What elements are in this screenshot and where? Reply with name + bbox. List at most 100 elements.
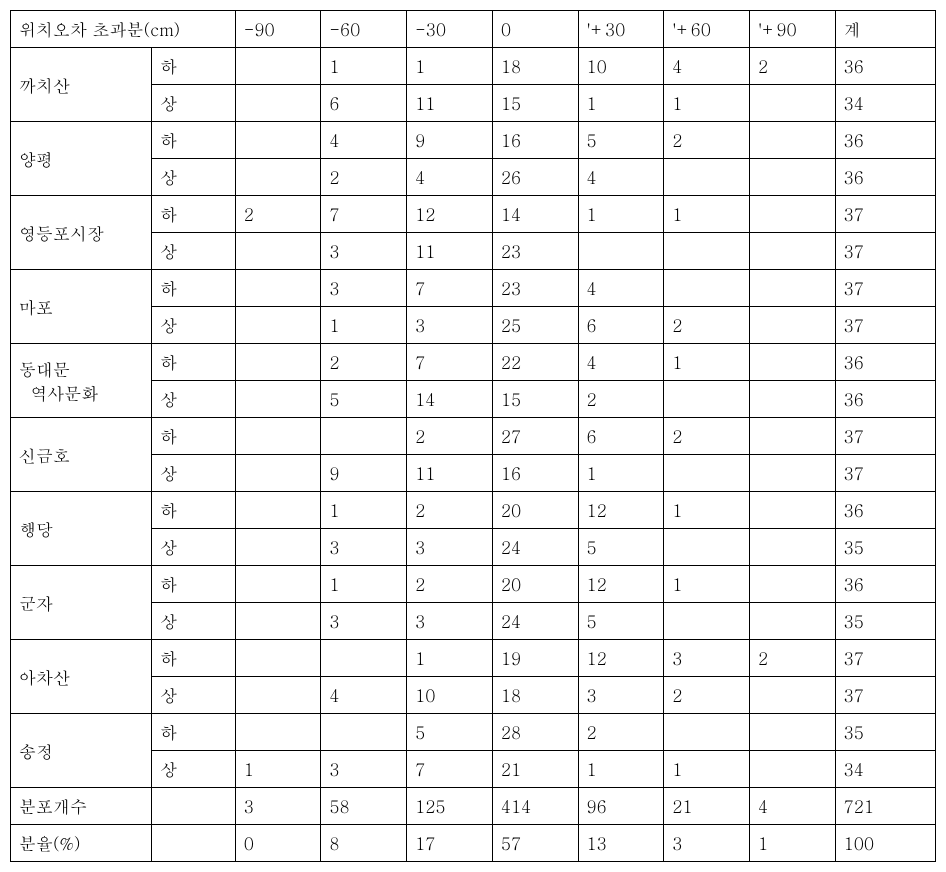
data-cell: 22: [492, 344, 578, 381]
summary-row: 분포개수35812541496214721: [11, 788, 936, 825]
data-cell: 15: [492, 85, 578, 122]
direction-label: 상: [152, 159, 236, 196]
direction-label: 하: [152, 196, 236, 233]
data-cell: 1: [664, 344, 750, 381]
direction-label: 하: [152, 418, 236, 455]
data-cell: 1: [664, 85, 750, 122]
summary-cell: 13: [578, 825, 664, 862]
data-cell: 20: [492, 492, 578, 529]
data-cell: 4: [321, 122, 407, 159]
data-cell: 11: [407, 233, 493, 270]
data-cell: [235, 270, 321, 307]
summary-cell: 1: [749, 825, 835, 862]
data-cell: 11: [407, 455, 493, 492]
direction-label: 상: [152, 381, 236, 418]
summary-cell: 17: [407, 825, 493, 862]
data-cell: 2: [407, 566, 493, 603]
data-cell: 15: [492, 381, 578, 418]
data-cell: [235, 159, 321, 196]
data-cell: 6: [578, 418, 664, 455]
data-cell: [664, 529, 750, 566]
header-col: '+60: [664, 11, 750, 48]
data-cell: [235, 529, 321, 566]
data-cell: 16: [492, 455, 578, 492]
data-cell: 12: [578, 640, 664, 677]
data-cell: [749, 492, 835, 529]
position-error-table: 위치오차 초과분(cm) -90 -60 -30 0 '+30 '+60 '+9…: [10, 10, 936, 862]
data-cell: 7: [321, 196, 407, 233]
data-cell: 6: [578, 307, 664, 344]
data-cell: 37: [835, 270, 935, 307]
data-cell: [749, 418, 835, 455]
direction-label: 상: [152, 233, 236, 270]
station-name: 영등포시장: [11, 196, 152, 270]
data-cell: 1: [321, 307, 407, 344]
data-cell: [749, 196, 835, 233]
data-cell: 36: [835, 344, 935, 381]
station-row: 신금호하2276237: [11, 418, 936, 455]
data-cell: 5: [321, 381, 407, 418]
data-cell: 4: [578, 344, 664, 381]
data-cell: 26: [492, 159, 578, 196]
data-cell: [321, 418, 407, 455]
data-cell: 36: [835, 381, 935, 418]
data-cell: 2: [578, 714, 664, 751]
summary-cell: 721: [835, 788, 935, 825]
data-cell: 12: [407, 196, 493, 233]
data-cell: [749, 381, 835, 418]
station-row: 행당하122012136: [11, 492, 936, 529]
data-cell: 3: [321, 603, 407, 640]
data-cell: 2: [578, 381, 664, 418]
summary-cell: [152, 788, 236, 825]
data-cell: 14: [492, 196, 578, 233]
header-row: 위치오차 초과분(cm) -90 -60 -30 0 '+30 '+60 '+9…: [11, 11, 936, 48]
summary-cell: 0: [235, 825, 321, 862]
data-cell: 3: [321, 233, 407, 270]
data-cell: [664, 159, 750, 196]
data-cell: 9: [407, 122, 493, 159]
data-cell: 1: [664, 566, 750, 603]
summary-cell: 100: [835, 825, 935, 862]
data-cell: 35: [835, 714, 935, 751]
summary-cell: 3: [664, 825, 750, 862]
data-cell: [235, 677, 321, 714]
data-cell: 3: [407, 529, 493, 566]
direction-label: 상: [152, 529, 236, 566]
summary-cell: 414: [492, 788, 578, 825]
data-cell: 4: [407, 159, 493, 196]
data-cell: 5: [578, 122, 664, 159]
data-cell: 37: [835, 455, 935, 492]
data-cell: 1: [578, 85, 664, 122]
data-cell: 37: [835, 677, 935, 714]
data-cell: 37: [835, 418, 935, 455]
header-col: -60: [321, 11, 407, 48]
data-cell: [749, 751, 835, 788]
data-cell: 37: [835, 196, 935, 233]
summary-cell: 3: [235, 788, 321, 825]
data-cell: [235, 640, 321, 677]
data-cell: 3: [321, 270, 407, 307]
header-col: -30: [407, 11, 493, 48]
data-cell: 24: [492, 603, 578, 640]
header-col: 계: [835, 11, 935, 48]
data-cell: 6: [321, 85, 407, 122]
data-cell: [235, 344, 321, 381]
data-cell: 2: [407, 418, 493, 455]
data-cell: 1: [235, 751, 321, 788]
station-row: 까치산하1118104236: [11, 48, 936, 85]
data-cell: 2: [749, 48, 835, 85]
data-cell: 23: [492, 233, 578, 270]
data-cell: [321, 714, 407, 751]
summary-label: 분포개수: [11, 788, 152, 825]
station-name: 행당: [11, 492, 152, 566]
data-cell: 1: [407, 48, 493, 85]
summary-cell: 125: [407, 788, 493, 825]
data-cell: 23: [492, 270, 578, 307]
direction-label: 하: [152, 640, 236, 677]
data-cell: 2: [407, 492, 493, 529]
data-cell: [664, 455, 750, 492]
summary-cell: 57: [492, 825, 578, 862]
data-cell: 1: [321, 492, 407, 529]
data-cell: [749, 270, 835, 307]
data-cell: 7: [407, 751, 493, 788]
